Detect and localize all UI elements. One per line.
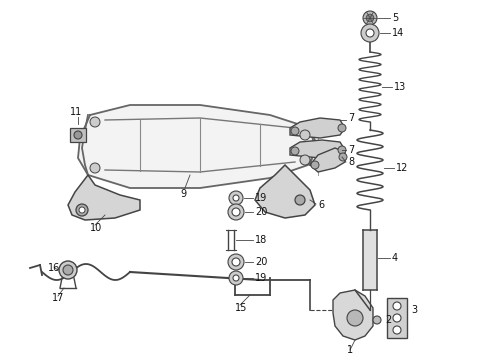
Circle shape xyxy=(90,117,100,127)
Circle shape xyxy=(338,146,346,154)
Text: 13: 13 xyxy=(394,82,406,92)
Text: 11: 11 xyxy=(70,107,82,117)
Text: 16: 16 xyxy=(48,263,60,273)
Circle shape xyxy=(233,275,239,281)
Polygon shape xyxy=(387,298,407,338)
Circle shape xyxy=(295,195,305,205)
Circle shape xyxy=(300,155,310,165)
Circle shape xyxy=(232,258,240,266)
Text: 15: 15 xyxy=(235,303,247,313)
FancyBboxPatch shape xyxy=(70,128,86,142)
Circle shape xyxy=(90,163,100,173)
Text: 2: 2 xyxy=(385,315,391,325)
Polygon shape xyxy=(255,165,315,218)
Circle shape xyxy=(291,147,299,155)
Circle shape xyxy=(59,261,77,279)
Circle shape xyxy=(366,14,374,22)
Polygon shape xyxy=(290,118,345,138)
Circle shape xyxy=(393,314,401,322)
Circle shape xyxy=(339,153,347,161)
Text: 19: 19 xyxy=(255,273,267,283)
Circle shape xyxy=(393,302,401,310)
Text: 12: 12 xyxy=(396,163,408,173)
Text: 3: 3 xyxy=(411,305,417,315)
Polygon shape xyxy=(78,105,318,188)
Text: 10: 10 xyxy=(90,223,102,233)
Polygon shape xyxy=(310,148,345,172)
Circle shape xyxy=(291,127,299,135)
Circle shape xyxy=(300,130,310,140)
Text: 20: 20 xyxy=(255,257,268,267)
Text: 18: 18 xyxy=(255,235,267,245)
Circle shape xyxy=(229,271,243,285)
Circle shape xyxy=(338,124,346,132)
Circle shape xyxy=(233,195,239,201)
Text: 7: 7 xyxy=(348,145,354,155)
FancyBboxPatch shape xyxy=(363,230,377,290)
Polygon shape xyxy=(333,290,373,340)
Circle shape xyxy=(311,161,319,169)
Text: 14: 14 xyxy=(392,28,404,38)
Text: 6: 6 xyxy=(318,200,324,210)
Circle shape xyxy=(228,254,244,270)
Circle shape xyxy=(63,265,73,275)
Circle shape xyxy=(76,204,88,216)
Text: 7: 7 xyxy=(348,113,354,123)
Circle shape xyxy=(228,204,244,220)
Circle shape xyxy=(347,310,363,326)
Text: 8: 8 xyxy=(348,157,354,167)
Circle shape xyxy=(74,131,82,139)
Text: 17: 17 xyxy=(52,293,64,303)
Text: 4: 4 xyxy=(392,253,398,263)
Text: 20: 20 xyxy=(255,207,268,217)
Text: 9: 9 xyxy=(180,189,186,199)
Circle shape xyxy=(232,208,240,216)
Polygon shape xyxy=(290,140,345,158)
Polygon shape xyxy=(68,175,140,220)
Circle shape xyxy=(361,24,379,42)
Circle shape xyxy=(373,316,381,324)
Text: 5: 5 xyxy=(392,13,398,23)
Text: 19: 19 xyxy=(255,193,267,203)
Circle shape xyxy=(393,326,401,334)
Circle shape xyxy=(79,207,85,213)
Circle shape xyxy=(363,11,377,25)
Circle shape xyxy=(229,191,243,205)
Text: 1: 1 xyxy=(347,345,353,355)
Circle shape xyxy=(366,29,374,37)
